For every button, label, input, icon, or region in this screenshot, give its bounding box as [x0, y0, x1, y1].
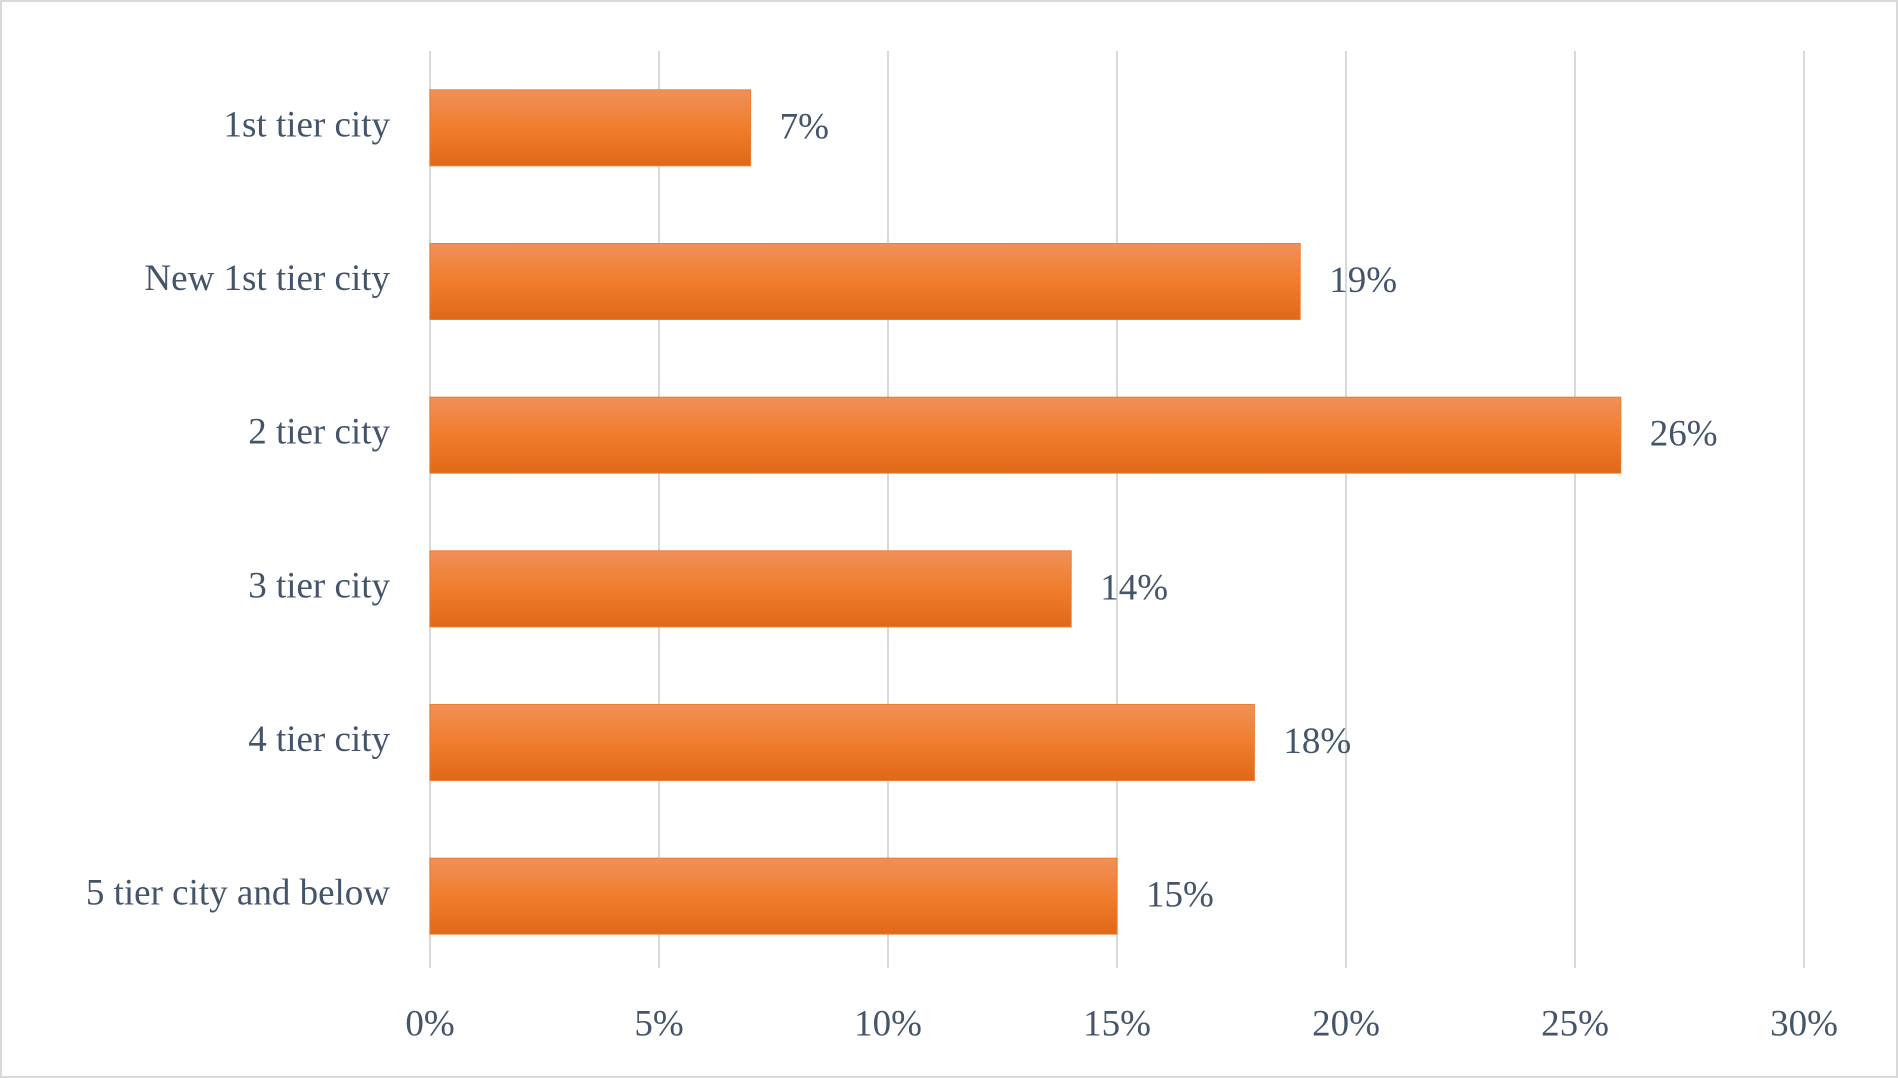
- x-tick-label: 0%: [405, 1003, 454, 1044]
- x-tick-label: 10%: [854, 1003, 922, 1044]
- x-tick-label: 20%: [1312, 1003, 1380, 1044]
- y-tick-label: 4 tier city: [248, 719, 390, 760]
- bar: [429, 243, 1301, 320]
- data-label: 19%: [1329, 260, 1397, 301]
- bar: [429, 89, 752, 167]
- x-tick-label: 15%: [1083, 1003, 1151, 1044]
- data-label: 15%: [1146, 875, 1214, 916]
- bar: [429, 704, 1255, 781]
- y-tick-label: New 1st tier city: [144, 258, 390, 299]
- y-tick-label: 3 tier city: [248, 565, 390, 606]
- y-tick-label: 1st tier city: [224, 104, 391, 145]
- x-tick-label: 25%: [1541, 1003, 1609, 1044]
- bar: [429, 396, 1622, 474]
- data-label: 14%: [1100, 567, 1168, 608]
- data-label: 26%: [1650, 414, 1718, 455]
- bar: [429, 857, 1118, 935]
- data-label: 7%: [780, 106, 829, 147]
- bar: [429, 550, 1072, 628]
- x-tick-label: 30%: [1770, 1003, 1838, 1044]
- y-tick-label: 2 tier city: [248, 412, 390, 453]
- data-label: 18%: [1283, 721, 1351, 762]
- y-tick-label: 5 tier city and below: [86, 873, 390, 914]
- x-tick-label: 5%: [634, 1003, 683, 1044]
